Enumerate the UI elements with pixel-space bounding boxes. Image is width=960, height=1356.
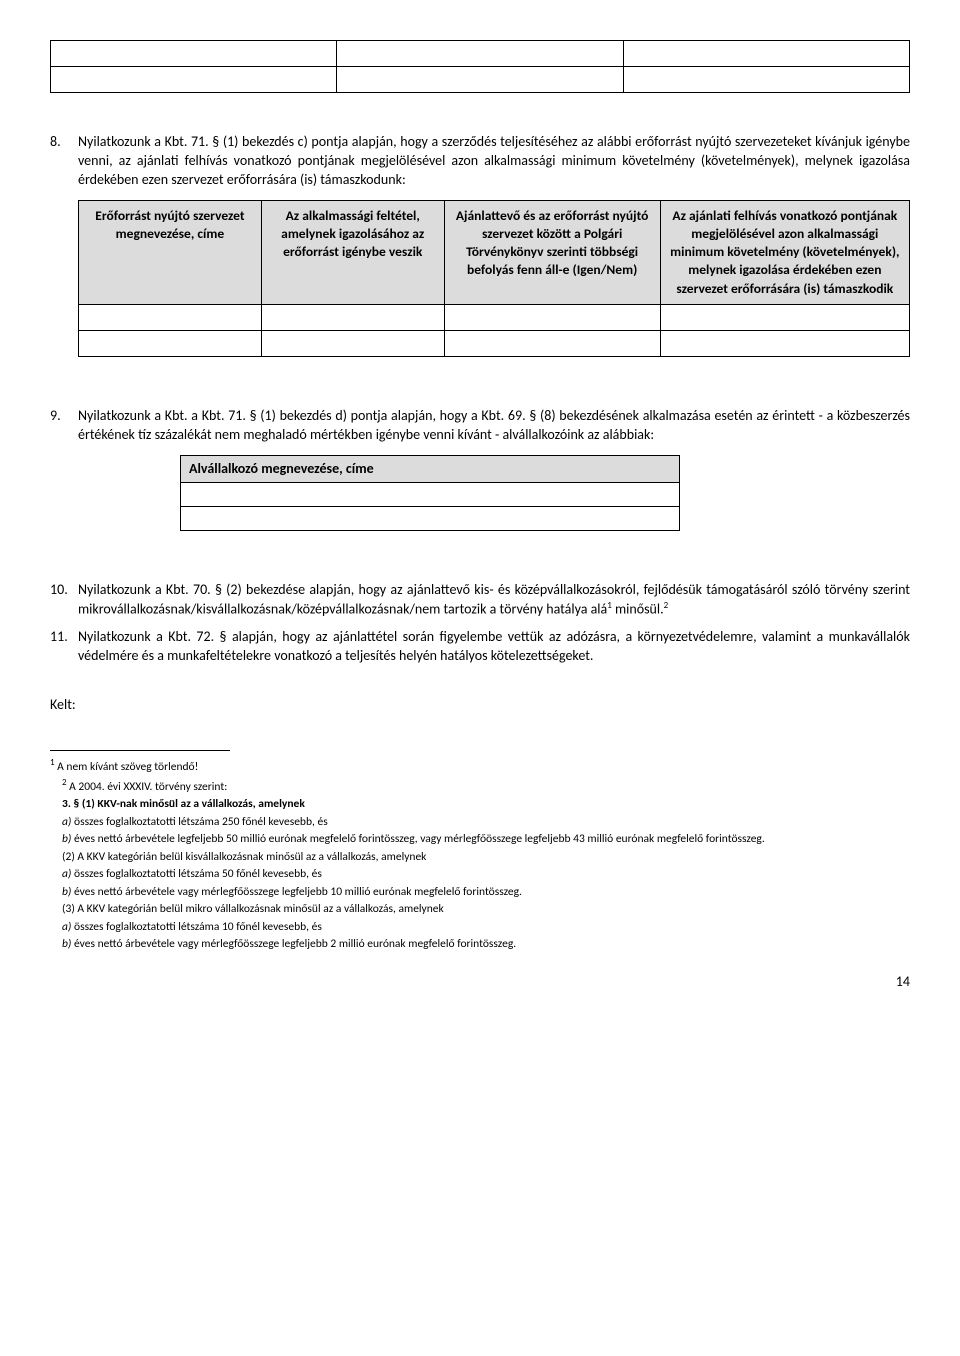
text-b: minősül. <box>612 601 664 618</box>
fn-label: b) <box>62 937 71 951</box>
fn-label: a) <box>62 867 71 881</box>
list-item-10: 10. Nyilatkozunk a Kbt. 70. § (2) bekezd… <box>50 581 910 619</box>
kelt-label: Kelt: <box>50 696 910 715</box>
footnote-separator <box>50 750 230 751</box>
fn-text: összes foglalkoztatotti létszáma 250 főn… <box>71 815 327 829</box>
list-num: 8. <box>50 133 78 190</box>
footnote-line: (2) A KKV kategórián belül kisvállalkozá… <box>62 850 910 866</box>
fn-text: A nem kívánt szöveg törlendő! <box>55 759 199 773</box>
fn-bold: 3. § (1) KKV-nak minősül az a vállalkozá… <box>62 797 305 811</box>
fn-text: összes foglalkoztatotti létszáma 10 főné… <box>71 920 321 934</box>
list-num: 10. <box>50 581 78 619</box>
col-header-3: Ajánlattevő és az erőforrást nyújtó szer… <box>444 200 660 304</box>
list-text: Nyilatkozunk a Kbt. 70. § (2) bekezdése … <box>78 581 910 619</box>
footnotes: 1 A nem kívánt szöveg törlendő! 2 A 2004… <box>50 757 910 953</box>
page-number: 14 <box>50 973 910 992</box>
footnote-line: a) összes foglalkoztatotti létszáma 50 f… <box>62 867 910 883</box>
list-text: Nyilatkozunk a Kbt. 72. § alapján, hogy … <box>78 628 910 666</box>
footnote-ref-2: 2 <box>664 600 669 611</box>
col-header-4: Az ajánlati felhívás vonatkozó pontjának… <box>660 200 909 304</box>
fn-label: b) <box>62 885 71 899</box>
fn-text: éves nettó árbevétele vagy mérlegfőössze… <box>71 937 516 951</box>
col-header: Alvállalkozó megnevezése, címe <box>181 455 680 483</box>
list-item-9: 9. Nyilatkozunk a Kbt. a Kbt. 71. § (1) … <box>50 407 910 445</box>
col-header-2: Az alkalmassági feltétel, amelynek igazo… <box>261 200 444 304</box>
list-num: 9. <box>50 407 78 445</box>
footnote-line: (3) A KKV kategórián belül mikro vállalk… <box>62 902 910 918</box>
fn-text: összes foglalkoztatotti létszáma 50 főné… <box>71 867 321 881</box>
footnote-1: 1 A nem kívánt szöveg törlendő! <box>50 757 910 775</box>
subcontractor-table: Alvállalkozó megnevezése, címe <box>180 455 680 532</box>
fn-text: éves nettó árbevétele vagy mérlegfőössze… <box>71 885 522 899</box>
list-text: Nyilatkozunk a Kbt. 71. § (1) bekezdés c… <box>78 133 910 190</box>
footnote-2: 2 A 2004. évi XXXIV. törvény szerint: <box>62 777 910 795</box>
fn-text: A 2004. évi XXXIV. törvény szerint: <box>67 780 228 794</box>
table-row <box>181 483 680 507</box>
resource-table: Erőforrást nyújtó szervezet megnevezése,… <box>78 200 910 357</box>
top-empty-table <box>50 40 910 93</box>
footnote-line: b) éves nettó árbevétele vagy mérlegfőös… <box>62 885 910 901</box>
fn-label: b) <box>62 832 71 846</box>
fn-text: éves nettó árbevétele legfeljebb 50 mill… <box>71 832 764 846</box>
footnote-line: b) éves nettó árbevétele legfeljebb 50 m… <box>62 832 910 848</box>
fn-label: a) <box>62 815 71 829</box>
footnote-line: a) összes foglalkoztatotti létszáma 10 f… <box>62 920 910 936</box>
table-row <box>181 507 680 531</box>
list-text: Nyilatkozunk a Kbt. a Kbt. 71. § (1) bek… <box>78 407 910 445</box>
fn-label: a) <box>62 920 71 934</box>
table-row <box>79 330 910 356</box>
list-num: 11. <box>50 628 78 666</box>
footnote-line: a) összes foglalkoztatotti létszáma 250 … <box>62 815 910 831</box>
list-item-8: 8. Nyilatkozunk a Kbt. 71. § (1) bekezdé… <box>50 133 910 190</box>
footnote-line: b) éves nettó árbevétele vagy mérlegfőös… <box>62 937 910 953</box>
table-row <box>79 304 910 330</box>
list-item-11: 11. Nyilatkozunk a Kbt. 72. § alapján, h… <box>50 628 910 666</box>
footnote-line: 3. § (1) KKV-nak minősül az a vállalkozá… <box>62 797 910 813</box>
col-header-1: Erőforrást nyújtó szervezet megnevezése,… <box>79 200 262 304</box>
text-a: Nyilatkozunk a Kbt. 70. § (2) bekezdése … <box>78 581 910 618</box>
